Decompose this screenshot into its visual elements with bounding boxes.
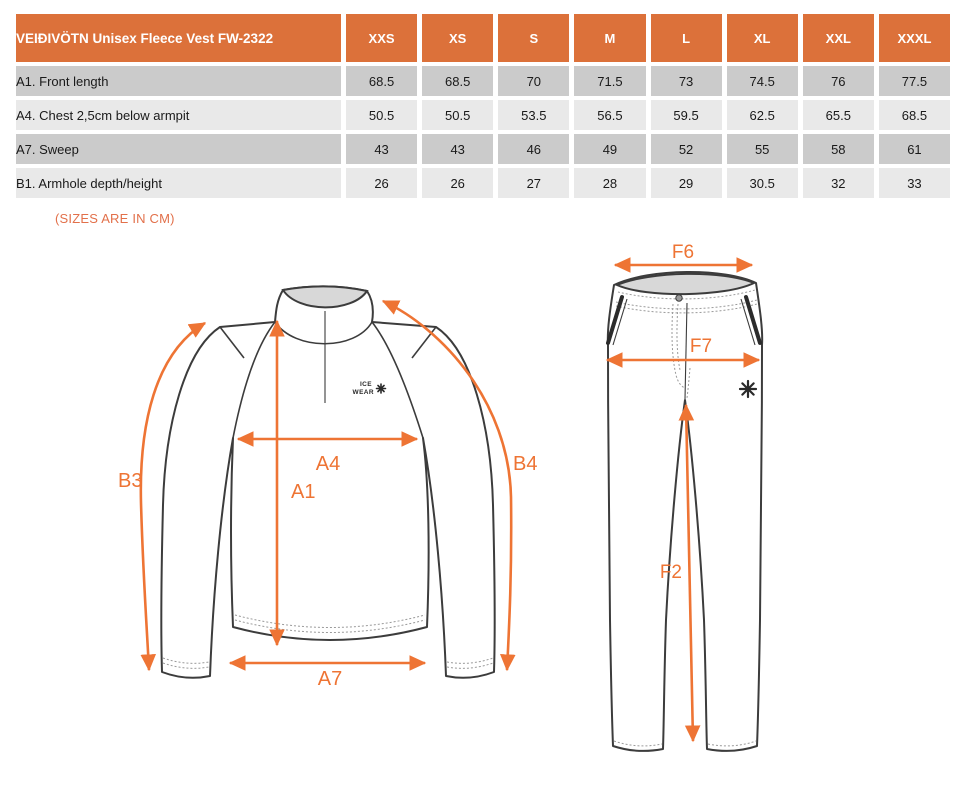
icewear-logo: ICE WEAR <box>353 381 387 396</box>
value-cell: 70 <box>498 66 570 96</box>
value-cell: 26 <box>422 168 494 198</box>
value-cell: 46 <box>498 134 570 164</box>
value-cell: 68.5 <box>878 100 950 130</box>
size-col-xxxl: XXXL <box>878 14 950 62</box>
waist-button <box>675 294 683 302</box>
value-cell: 71.5 <box>574 66 646 96</box>
snowflake-icon <box>375 383 387 394</box>
value-cell: 68.5 <box>422 66 494 96</box>
label-b3: B3 <box>118 470 142 492</box>
waistband-inner <box>614 272 757 296</box>
value-cell: 26 <box>346 168 418 198</box>
value-cell: 59.5 <box>650 100 722 130</box>
value-cell: 32 <box>802 168 874 198</box>
logo-text-wear: WEAR <box>353 389 374 396</box>
value-cell: 68.5 <box>346 66 418 96</box>
value-cell: 29 <box>650 168 722 198</box>
value-cell: 50.5 <box>422 100 494 130</box>
pants-measurement-diagram: F6 F7 F2 <box>605 242 764 752</box>
size-col-xl: XL <box>726 14 798 62</box>
table-title: VEIÐIVÖTN Unisex Fleece Vest FW-2322 <box>16 14 341 62</box>
value-cell: 50.5 <box>346 100 418 130</box>
size-col-xs: XS <box>422 14 494 62</box>
size-col-l: L <box>650 14 722 62</box>
table-row-chest: A4. Chest 2,5cm below armpit 50.5 50.5 5… <box>16 100 950 130</box>
size-col-s: S <box>498 14 570 62</box>
size-col-m: M <box>574 14 646 62</box>
label-a4: A4 <box>316 453 340 475</box>
row-label: B1. Armhole depth/height <box>16 168 341 198</box>
row-label: A7. Sweep <box>16 134 341 164</box>
hem-stitch-right <box>707 740 757 747</box>
value-cell: 52 <box>650 134 722 164</box>
pocket-trim-right <box>744 295 762 345</box>
value-cell: 27 <box>498 168 570 198</box>
value-cell: 55 <box>726 134 798 164</box>
sizes-unit-note: (SIZES ARE IN CM) <box>55 211 175 226</box>
arrow-f2 <box>678 403 701 743</box>
value-cell: 30.5 <box>726 168 798 198</box>
value-cell: 65.5 <box>802 100 874 130</box>
label-a7: A7 <box>318 668 342 690</box>
shoulder-seam-left <box>219 326 245 359</box>
arrow-b3 <box>139 321 207 672</box>
value-cell: 43 <box>346 134 418 164</box>
value-cell: 49 <box>574 134 646 164</box>
size-col-xxl: XXL <box>802 14 874 62</box>
collar-inner <box>281 285 369 309</box>
pocket-edge-left <box>612 298 628 346</box>
row-label: A1. Front length <box>16 66 341 96</box>
value-cell: 56.5 <box>574 100 646 130</box>
pocket-edge-right <box>740 298 756 346</box>
value-cell: 33 <box>878 168 950 198</box>
row-label: A4. Chest 2,5cm below armpit <box>16 100 341 130</box>
size-chart-table: VEIÐIVÖTN Unisex Fleece Vest FW-2322 XXS… <box>11 10 955 202</box>
pants-outline <box>606 271 764 752</box>
fly-stitch <box>686 367 691 399</box>
pocket-trim-left <box>606 295 624 345</box>
value-cell: 76 <box>802 66 874 96</box>
waistband-stitch <box>615 299 758 310</box>
value-cell: 61 <box>878 134 950 164</box>
value-cell: 43 <box>422 134 494 164</box>
jacket-measurement-diagram: ICE WEAR A4 A1 A7 B3 B4 <box>118 285 537 690</box>
hem-stitch-left <box>613 740 663 747</box>
value-cell: 62.5 <box>726 100 798 130</box>
arrow-b4 <box>381 299 516 672</box>
value-cell: 74.5 <box>726 66 798 96</box>
table-row-front-length: A1. Front length 68.5 68.5 70 71.5 73 74… <box>16 66 950 96</box>
value-cell: 53.5 <box>498 100 570 130</box>
size-col-xxs: XXS <box>346 14 418 62</box>
waistband-stitch <box>617 289 756 300</box>
logo-text-ice: ICE <box>360 381 372 388</box>
waistband-stitch <box>615 303 758 314</box>
label-a1: A1 <box>291 481 315 503</box>
label-f2: F2 <box>660 562 682 583</box>
label-b4: B4 <box>513 453 537 475</box>
value-cell: 73 <box>650 66 722 96</box>
label-f6: F6 <box>672 242 694 263</box>
center-front-line <box>684 302 688 400</box>
label-f7: F7 <box>690 336 712 357</box>
value-cell: 77.5 <box>878 66 950 96</box>
table-row-sweep: A7. Sweep 43 43 46 49 52 55 58 61 <box>16 134 950 164</box>
size-chart-header-row: VEIÐIVÖTN Unisex Fleece Vest FW-2322 XXS… <box>16 14 950 62</box>
value-cell: 28 <box>574 168 646 198</box>
raglan-seam-left <box>232 321 276 439</box>
value-cell: 58 <box>802 134 874 164</box>
snowflake-icon <box>738 379 758 399</box>
table-row-armhole: B1. Armhole depth/height 26 26 27 28 29 … <box>16 168 950 198</box>
